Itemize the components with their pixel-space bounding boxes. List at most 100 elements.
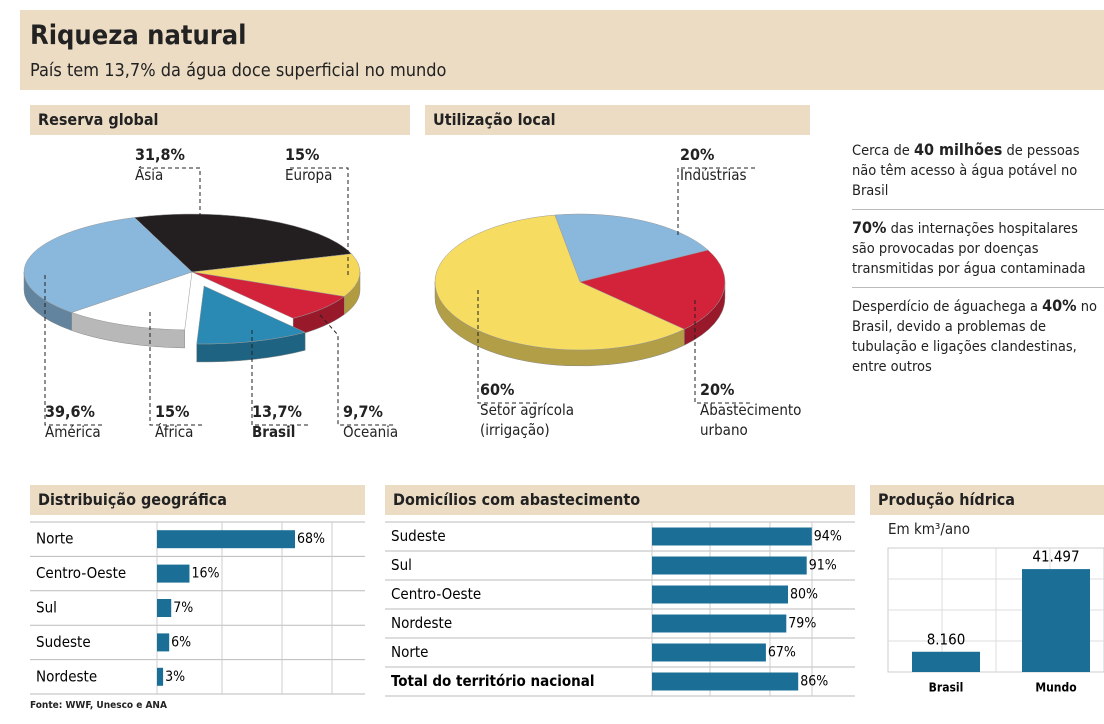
value-label: 3% [165, 669, 185, 685]
category-label: Brasil [929, 681, 964, 695]
bar [157, 564, 190, 583]
category-label: Mundo [1035, 681, 1076, 695]
value-label: 68% [297, 531, 325, 547]
category-label: Sul [391, 556, 412, 574]
source: Fonte: WWF, Unesco e ANA [30, 700, 167, 711]
chart-subtitle: Em km³/ano [888, 520, 970, 538]
leader-line [44, 275, 105, 426]
category-label: Total do território nacional [391, 672, 594, 690]
pie-category-label: Europa [285, 166, 333, 184]
leader-line [319, 314, 395, 426]
pie-slice [70, 271, 193, 331]
category-label: Centro-Oeste [391, 585, 481, 603]
bar [652, 527, 812, 546]
section-header: Utilização local [425, 105, 810, 135]
value-label: 94% [814, 529, 842, 545]
bar [157, 599, 172, 617]
pie-label: 31,8% Ásia [135, 145, 260, 185]
section-header: Domicílios com abastecimento [385, 485, 855, 515]
pie-category-label: Abastecimento urbano [700, 401, 802, 439]
fact-text: no Brasil, devido a problemas de tubulaç… [852, 299, 1097, 375]
bar [652, 672, 799, 691]
facts: Cerca de 40 milhões de pessoas não têm a… [852, 132, 1104, 385]
pie-category-label: Indústrias [680, 166, 747, 184]
bar [157, 530, 296, 549]
header-band [20, 10, 1104, 90]
pie-category-label: Setor agrícola (irrigação) [480, 401, 575, 439]
pie-slice [554, 213, 709, 283]
fact-text: das internações hospitalares são provoca… [852, 221, 1086, 277]
value-label: 86% [800, 674, 828, 690]
fact-text: de pessoas não têm acesso à água potável… [852, 143, 1080, 199]
pie-label: 39,6% América [45, 402, 170, 442]
value-label: 80% [790, 587, 818, 603]
bar [912, 651, 980, 672]
leader-line [251, 330, 310, 426]
bar [652, 585, 788, 604]
section-header: Distribuição geográfica [30, 485, 365, 515]
pie-slice [579, 249, 726, 330]
value-label: 6% [171, 634, 191, 650]
pie-category-label: Oceania [343, 423, 399, 441]
category-label: Norte [36, 530, 74, 548]
pie-value-label: 20% [700, 380, 735, 399]
fact-text: 70% [852, 218, 887, 237]
pie-label: 15% Europa [285, 145, 410, 185]
pie-label: 15% África [155, 402, 280, 442]
pie-slice [196, 285, 306, 345]
pie-value-label: 31,8% [135, 145, 185, 164]
category-label: Sudeste [391, 527, 446, 545]
leader-line [290, 167, 349, 278]
value-label: 79% [788, 616, 816, 632]
fact: Cerca de 40 milhões de pessoas não têm a… [852, 132, 1104, 209]
fact: 70% das internações hospitalares são pro… [852, 209, 1104, 287]
pie-label: 9,7% Oceania [343, 402, 468, 442]
category-label: Sudeste [36, 633, 91, 651]
leader-line [140, 167, 201, 215]
fact: Desperdício de águachega a 40% no Brasil… [852, 287, 1104, 385]
pie-value-label: 39,6% [45, 402, 95, 421]
pie-label: 20% Indústrias [680, 145, 805, 185]
pie-label: 20% Abastecimento urbano [700, 380, 825, 440]
pie-value-label: 15% [155, 402, 190, 421]
pie-slice [191, 253, 361, 297]
leader-line [477, 290, 540, 404]
leader-line [149, 312, 205, 426]
value-label: 16% [191, 566, 219, 582]
subtitle: País tem 13,7% da água doce superficial … [30, 60, 447, 81]
pie-label: 13,7% Brasil [252, 402, 377, 442]
pie-value-label: 9,7% [343, 402, 383, 421]
section-header: Produção hídrica [870, 485, 1104, 515]
bar [157, 633, 170, 652]
pie-value-label: 60% [480, 380, 515, 399]
bar [652, 614, 787, 633]
value-label: 41.497 [1032, 548, 1079, 566]
pie-label: 60% Setor agrícola (irrigação) [480, 380, 605, 440]
pie-slice [434, 214, 685, 351]
pie-value-label: 20% [680, 145, 715, 164]
pie-slice [133, 213, 353, 273]
bar [157, 667, 164, 686]
category-label: Nordeste [36, 667, 97, 685]
category-label: Sul [36, 599, 57, 617]
fact-text: Desperdício de águachega a [852, 299, 1043, 315]
fact-text: 40% [1042, 296, 1077, 315]
bar [1022, 569, 1090, 672]
value-label: 8.160 [927, 630, 966, 648]
section-header: Reserva global [30, 105, 410, 135]
category-label: Nordeste [391, 614, 452, 632]
title: Riqueza natural [30, 20, 247, 51]
category-label: Centro-Oeste [36, 564, 126, 582]
pie-category-label: África [155, 423, 194, 441]
value-label: 7% [173, 600, 193, 616]
pie-value-label: 13,7% [252, 402, 302, 421]
leader-line [677, 167, 755, 235]
value-label: 91% [809, 558, 837, 574]
bar [652, 643, 766, 662]
pie-value-label: 15% [285, 145, 320, 164]
pie-category-label: Brasil [252, 423, 296, 441]
pie-slice [23, 217, 193, 313]
pie-category-label: América [45, 423, 101, 441]
